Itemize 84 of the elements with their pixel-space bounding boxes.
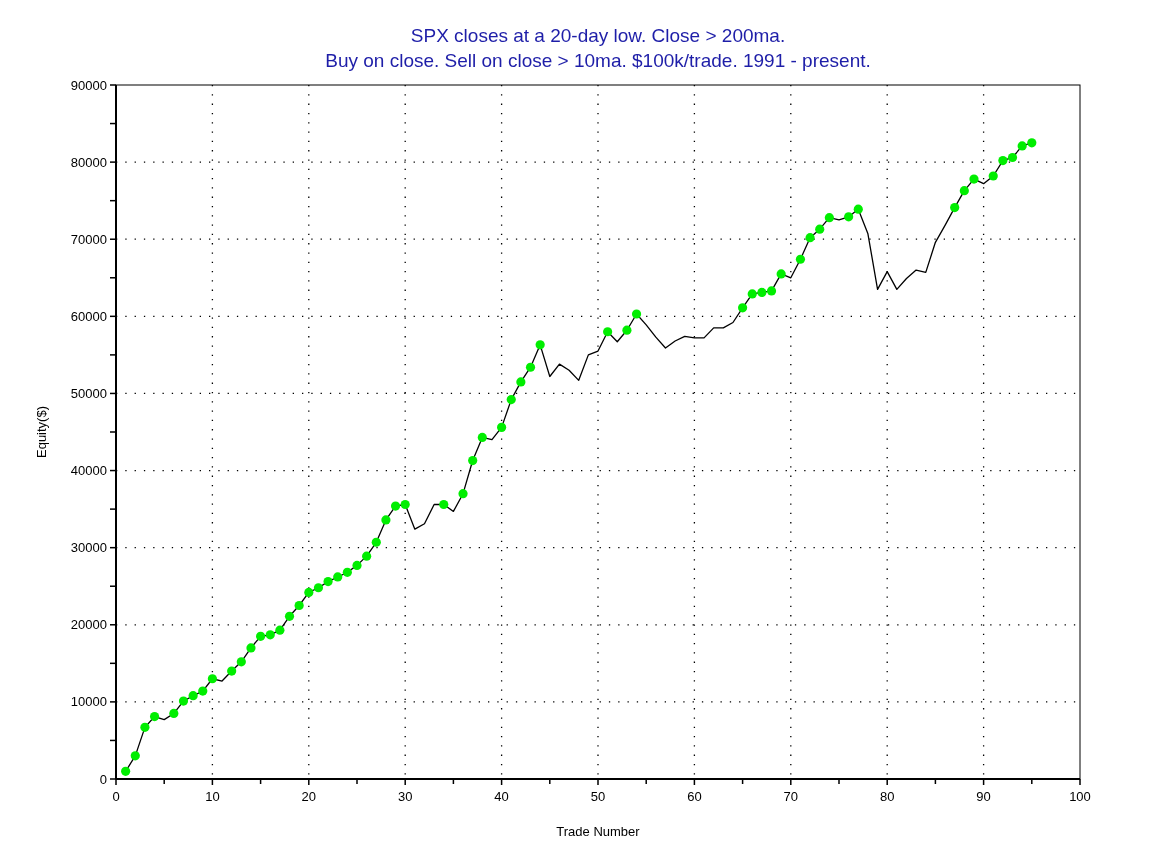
point: [342, 567, 352, 577]
x-tick-label: 30: [397, 789, 413, 804]
y-tick-label: 50000: [70, 385, 107, 401]
point: [188, 691, 198, 701]
point: [323, 577, 333, 587]
point: [178, 696, 189, 706]
y-tick-label: 60000: [70, 308, 107, 324]
y-tick-label: 40000: [70, 463, 107, 479]
point: [477, 432, 487, 442]
point: [959, 186, 969, 196]
point: [988, 171, 998, 181]
x-tick-label: 40: [494, 789, 509, 804]
point: [969, 174, 979, 184]
x-tick-label: 60: [687, 789, 702, 804]
point: [497, 422, 507, 432]
point: [738, 303, 748, 313]
point: [284, 611, 295, 621]
y-tick-label: 90000: [70, 77, 107, 93]
point: [294, 600, 304, 611]
point: [824, 213, 834, 223]
point: [815, 224, 825, 234]
y-axis-title: Equity($): [34, 405, 49, 459]
point: [535, 340, 545, 350]
y-tick-label: 80000: [70, 154, 107, 170]
point: [246, 643, 256, 653]
x-tick-label: 50: [590, 789, 606, 804]
point: [622, 325, 632, 335]
point: [130, 751, 140, 761]
point: [853, 204, 863, 214]
point: [757, 287, 767, 298]
point: [149, 711, 160, 722]
point: [844, 212, 854, 222]
point: [227, 666, 237, 676]
point: [468, 455, 478, 466]
point: [265, 630, 275, 640]
point: [603, 327, 613, 337]
point: [236, 657, 246, 667]
y-tick-label: 0: [99, 771, 107, 787]
point: [207, 674, 217, 684]
x-axis-title: Trade Number: [556, 824, 641, 839]
point: [381, 515, 391, 525]
point: [140, 722, 150, 732]
chart-title: SPX closes at a 20-day low. Close > 200ma.: [410, 25, 786, 46]
x-tick-label: 20: [301, 789, 317, 804]
point: [169, 708, 179, 719]
point: [362, 551, 372, 561]
y-tick-label: 30000: [70, 540, 107, 556]
x-tick-label: 70: [783, 789, 799, 804]
x-tick-label: 100: [1069, 789, 1091, 804]
point: [390, 501, 401, 511]
y-tick-label: 70000: [70, 231, 107, 247]
point: [458, 489, 468, 499]
point: [1027, 138, 1037, 148]
point: [439, 499, 449, 510]
point: [371, 537, 381, 547]
point: [805, 233, 815, 243]
x-tick-label: 10: [205, 789, 220, 804]
point: [304, 587, 314, 597]
point: [1007, 152, 1018, 163]
point: [400, 499, 410, 510]
point: [256, 631, 266, 641]
x-tick-label: 90: [976, 789, 991, 804]
point: [352, 560, 362, 570]
point: [766, 286, 777, 296]
point: [1017, 141, 1027, 151]
point: [275, 625, 285, 635]
point: [998, 155, 1008, 166]
point: [333, 572, 343, 582]
point: [776, 269, 786, 279]
point: [198, 686, 208, 696]
x-tick-label: 0: [112, 789, 120, 804]
x-tick-label: 80: [879, 789, 895, 804]
point: [747, 289, 757, 299]
point: [631, 309, 642, 319]
chart-subtitle: Buy on close. Sell on close > 10ma. $100k/trade. 1991 - present.: [325, 50, 871, 71]
y-tick-label: 10000: [70, 694, 107, 710]
point: [795, 254, 806, 264]
point: [121, 766, 131, 776]
point: [516, 377, 526, 387]
point: [525, 362, 536, 372]
point: [313, 583, 324, 593]
point: [506, 395, 516, 405]
point: [950, 203, 960, 213]
y-tick-label: 20000: [70, 617, 107, 633]
